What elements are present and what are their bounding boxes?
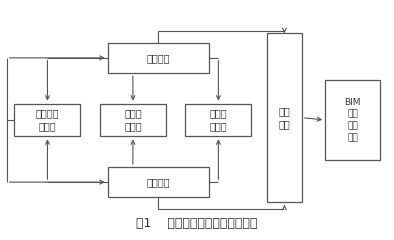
Text: 线上渠道: 线上渠道 (147, 53, 170, 63)
Text: 见习诉
求采集: 见习诉 求采集 (124, 108, 142, 132)
Text: 信息
汇总: 信息 汇总 (279, 106, 290, 129)
Text: 图1    学生诉求的多渠道采集流程: 图1 学生诉求的多渠道采集流程 (136, 217, 258, 230)
FancyBboxPatch shape (108, 43, 209, 73)
Text: 入学时诉
求采集: 入学时诉 求采集 (36, 108, 59, 132)
FancyBboxPatch shape (325, 80, 379, 160)
Text: BIM
实训
基地
建设: BIM 实训 基地 建设 (344, 98, 361, 142)
FancyBboxPatch shape (185, 104, 251, 136)
FancyBboxPatch shape (100, 104, 166, 136)
FancyBboxPatch shape (267, 33, 302, 202)
FancyBboxPatch shape (15, 104, 80, 136)
FancyBboxPatch shape (108, 167, 209, 197)
Text: 线下渠道: 线下渠道 (147, 177, 170, 187)
Text: 学习信
息采集: 学习信 息采集 (210, 108, 227, 132)
